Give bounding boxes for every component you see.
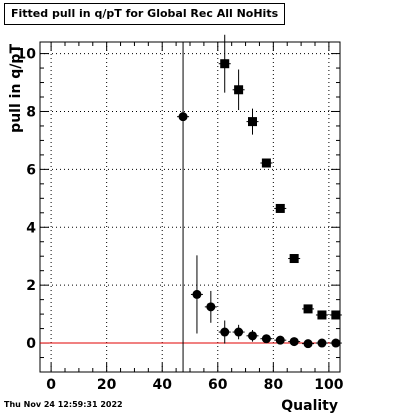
data-point-circle [289,337,299,347]
data-point-square [317,310,327,320]
y-tick-label: 8 [26,104,36,120]
x-tick-label: 80 [264,377,284,393]
data-point-square [331,310,341,320]
x-tick-label: 60 [208,377,228,393]
ticks: 0 20 40 60 80 100 0 2 4 6 8 10 [17,42,344,393]
data-point-square [261,158,271,168]
data-point-circle [192,289,202,299]
data-point-circle [303,339,313,349]
y-tick-label: 6 [26,162,36,178]
data-point-square [275,203,285,213]
data-point-circle [178,112,188,122]
x-tick-label: 100 [314,377,343,393]
data-point-circle [248,331,257,341]
data-point-circle [220,327,230,337]
data-point-square [234,85,244,95]
x-axis-title: Quality [281,398,338,414]
data-point-square [303,304,313,314]
data-point-circle [206,302,216,312]
y-tick-label: 10 [17,47,37,63]
y-tick-label: 4 [26,220,36,236]
data-point-circle [261,334,271,344]
grid [40,42,340,372]
x-tick-label: 0 [46,377,56,393]
y-tick-label: 2 [26,278,36,294]
y-tick-label: 0 [26,336,36,352]
y-axis-title: pull in q/pT [8,44,24,133]
data-point-circle [275,335,285,345]
marks [40,34,342,372]
plot-frame [39,41,341,373]
data-point-square [220,59,230,69]
x-tick-label: 20 [97,377,117,393]
timestamp: Thu Nov 24 12:59:31 2022 [4,400,123,409]
data-point-circle [234,327,244,337]
data-point-square [289,254,299,264]
data-point-circle [317,338,327,348]
data-point-square [248,117,257,127]
x-tick-label: 40 [152,377,172,393]
data-point-circle [331,338,341,348]
chart-title: Fitted pull in q/pT for Global Rec All N… [4,3,286,25]
